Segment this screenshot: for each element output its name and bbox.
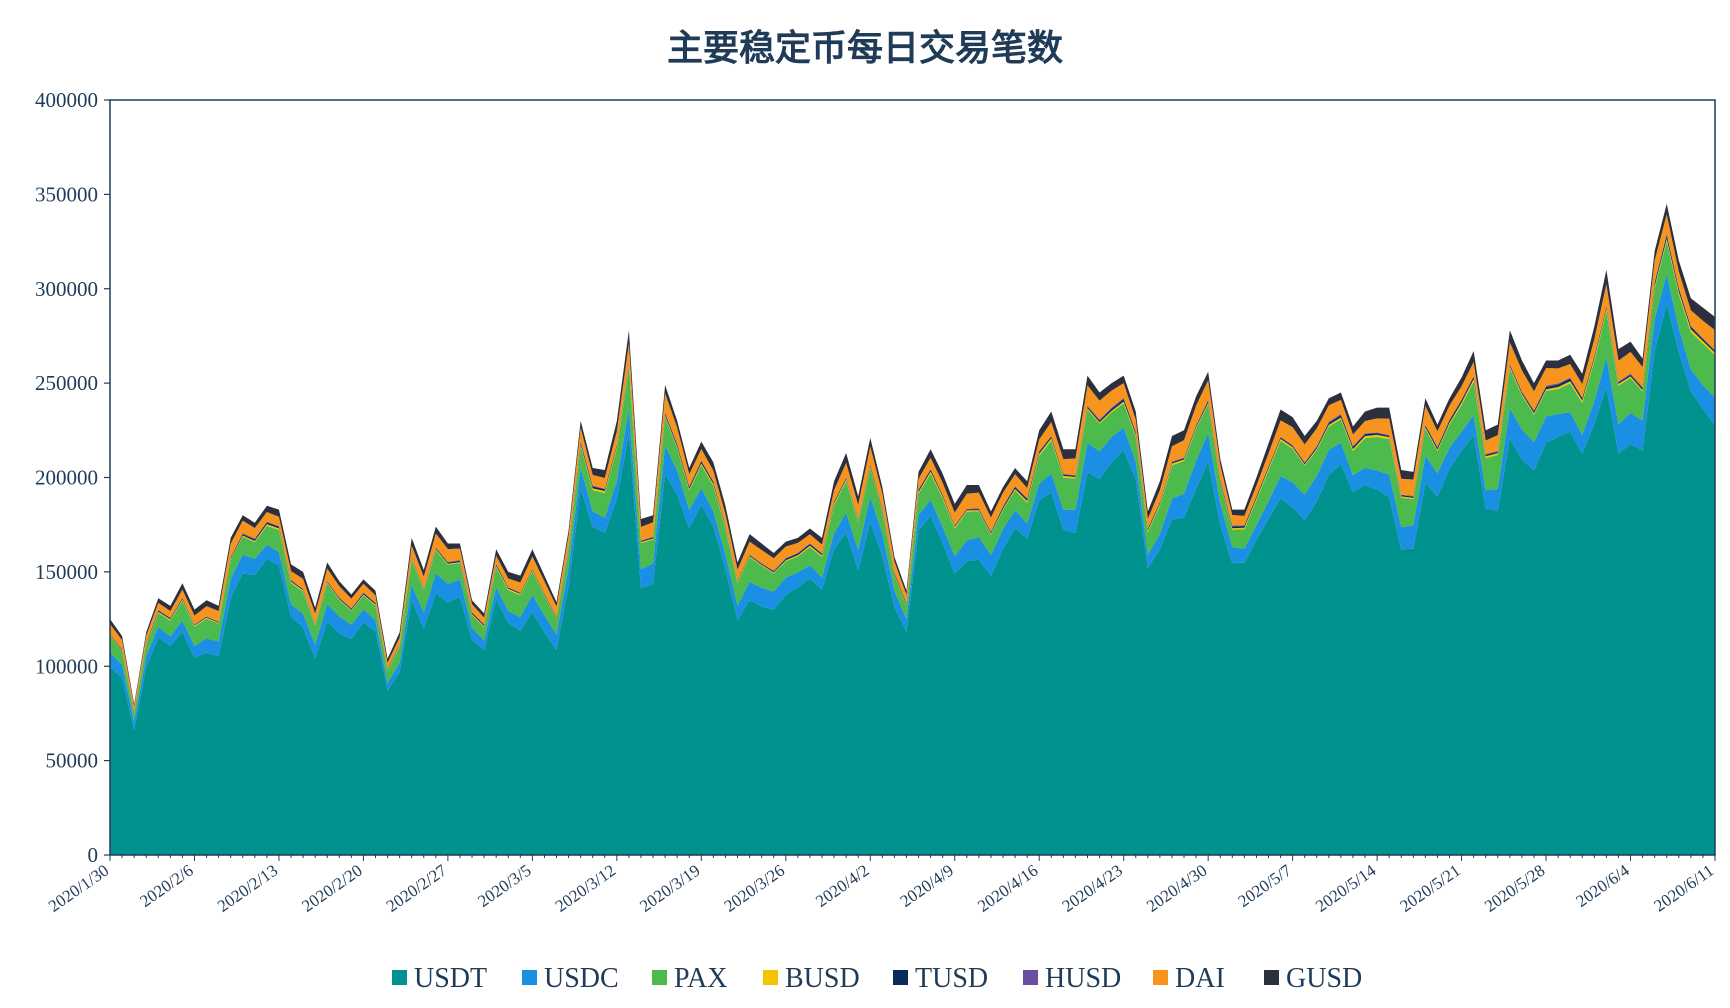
- x-tick-label: 2020/4/23: [1059, 861, 1126, 916]
- y-tick-label: 150000: [35, 560, 98, 584]
- y-tick-label: 200000: [35, 466, 98, 490]
- y-tick-label: 0: [88, 843, 99, 867]
- x-tick-label: 2020/6/4: [1572, 860, 1633, 911]
- legend-swatch-usdc: [522, 970, 537, 985]
- x-tick-label: 2020/2/20: [298, 861, 365, 916]
- x-tick-label: 2020/4/16: [974, 861, 1041, 916]
- x-tick-label: 2020/2/27: [383, 860, 451, 915]
- x-tick-label: 2020/5/28: [1481, 861, 1548, 916]
- legend-label-dai: DAI: [1175, 963, 1225, 994]
- x-tick-label: 2020/2/13: [214, 861, 281, 916]
- x-tick-label: 2020/5/21: [1396, 861, 1463, 916]
- legend-label-usdc: USDC: [544, 963, 619, 994]
- x-axis: 2020/1/30 2020/2/6 2020/2/13 2020/2/20 2020/…: [45, 855, 1717, 916]
- x-tick-label: 2020/3/19: [636, 861, 703, 916]
- y-tick-label: 350000: [35, 182, 98, 206]
- area-dai: [110, 214, 1715, 713]
- x-tick-label: 2020/2/6: [136, 861, 196, 911]
- x-tick-label: 2020/3/26: [721, 861, 788, 916]
- y-tick-label: 50000: [46, 749, 99, 773]
- x-tick-label: 2020/1/30: [45, 861, 112, 916]
- x-tick-label: 2020/5/7: [1235, 860, 1296, 911]
- legend-swatch-husd: [1023, 970, 1038, 985]
- chart-title: 主要稳定币每日交易笔数: [667, 27, 1063, 69]
- y-tick-label: 300000: [35, 277, 98, 301]
- legend-label-usdt: USDT: [414, 963, 487, 994]
- legend-label-gusd: GUSD: [1286, 963, 1362, 994]
- stacked-areas: [110, 203, 1715, 855]
- legend-swatch-dai: [1153, 970, 1168, 985]
- area-pax: [110, 241, 1715, 722]
- area-usdt: [110, 304, 1715, 855]
- legend-swatch-pax: [652, 970, 667, 985]
- legend: USDT USDC PAX BUSD TUSD HUSD DAI GUSD: [392, 963, 1362, 994]
- area-usdc: [110, 274, 1715, 730]
- legend-swatch-usdt: [392, 970, 407, 985]
- legend-swatch-tusd: [893, 970, 908, 985]
- legend-swatch-gusd: [1264, 970, 1279, 985]
- x-tick-label: 2020/4/9: [897, 861, 957, 911]
- y-axis: 0 50000 100000 150000 200000 250000 300000 3500…: [35, 88, 110, 867]
- x-tick-label: 2020/3/12: [552, 861, 619, 916]
- x-tick-label: 2020/4/2: [812, 861, 872, 911]
- y-tick-label: 250000: [35, 371, 98, 395]
- x-tick-label: 2020/5/14: [1312, 860, 1380, 915]
- x-tick-label: 2020/3/5: [474, 861, 534, 911]
- legend-label-busd: BUSD: [785, 963, 860, 994]
- legend-swatch-busd: [763, 970, 778, 985]
- y-tick-label: 400000: [35, 88, 98, 112]
- legend-label-tusd: TUSD: [915, 963, 988, 994]
- x-tick-label: 2020/4/30: [1143, 861, 1210, 916]
- legend-label-husd: HUSD: [1045, 963, 1121, 994]
- x-tick-label: 2020/6/11: [1650, 861, 1717, 916]
- legend-label-pax: PAX: [674, 963, 727, 994]
- y-tick-label: 100000: [35, 654, 98, 678]
